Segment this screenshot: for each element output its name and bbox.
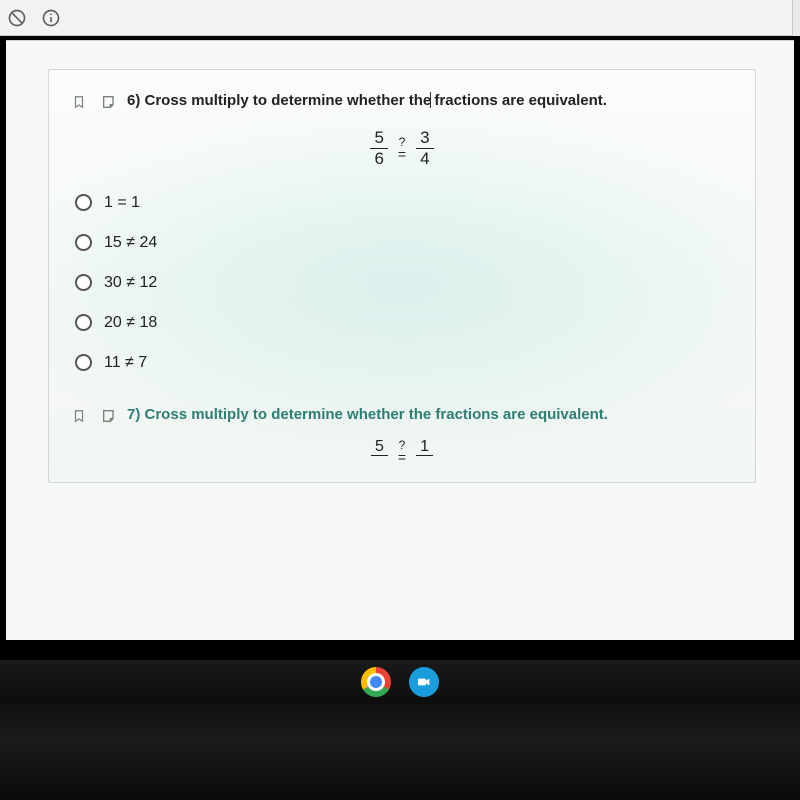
note-icon[interactable] bbox=[101, 93, 117, 111]
question-panel: 6) Cross multiply to determine whether t… bbox=[48, 69, 756, 483]
question-6-prompt-b: fractions are equivalent. bbox=[430, 92, 607, 109]
question-7-header: 7) Cross multiply to determine whether t… bbox=[71, 406, 733, 425]
block-icon[interactable] bbox=[6, 7, 28, 29]
question-6-text: 6) Cross multiply to determine whether t… bbox=[127, 92, 607, 109]
bookmark-icon[interactable] bbox=[71, 407, 87, 425]
question-6-tools bbox=[71, 93, 117, 111]
option-1[interactable]: 1 = 1 bbox=[75, 194, 733, 212]
relation-equals: = bbox=[398, 147, 406, 161]
question-6-number: 6) bbox=[127, 92, 140, 109]
fraction-right-num: 3 bbox=[416, 129, 433, 149]
question-7-text: 7) Cross multiply to determine whether t… bbox=[127, 406, 608, 423]
question-6-options: 1 = 1 15 ≠ 24 30 ≠ 12 20 ≠ 18 11 ≠ 7 bbox=[75, 194, 733, 372]
video-call-icon[interactable] bbox=[409, 667, 439, 697]
question-6-equation: 5 6 ? = 3 4 bbox=[71, 129, 733, 168]
browser-toolbar bbox=[0, 0, 800, 36]
question-6-prompt-a: Cross multiply to determine whether th bbox=[145, 92, 423, 109]
radio-icon[interactable] bbox=[75, 234, 92, 251]
fraction-left: 5 6 bbox=[370, 129, 387, 168]
option-1-label: 1 = 1 bbox=[104, 194, 140, 212]
fraction7-left: 5 bbox=[371, 439, 388, 457]
question-7-prompt: Cross multiply to determine whether the … bbox=[145, 406, 608, 423]
fraction7-right: 1 bbox=[416, 439, 433, 457]
option-3[interactable]: 30 ≠ 12 bbox=[75, 274, 733, 292]
question-6-header: 6) Cross multiply to determine whether t… bbox=[71, 92, 733, 111]
fraction-right-den: 4 bbox=[416, 149, 433, 168]
fraction7-right-num: 1 bbox=[416, 439, 433, 457]
option-5-label: 11 ≠ 7 bbox=[104, 354, 147, 372]
option-4-label: 20 ≠ 18 bbox=[104, 314, 157, 332]
fraction7-left-num: 5 bbox=[371, 439, 388, 457]
question-7-equation: 5 ? = 1 bbox=[71, 439, 733, 464]
toolbar-right-edge bbox=[792, 0, 800, 36]
relation7-symbol: ? = bbox=[398, 439, 406, 464]
relation7-equals: = bbox=[398, 450, 406, 464]
option-2[interactable]: 15 ≠ 24 bbox=[75, 234, 733, 252]
laptop-bezel bbox=[0, 704, 800, 800]
radio-icon[interactable] bbox=[75, 314, 92, 331]
relation-symbol: ? = bbox=[398, 136, 406, 161]
radio-icon[interactable] bbox=[75, 274, 92, 291]
radio-icon[interactable] bbox=[75, 194, 92, 211]
fraction-left-num: 5 bbox=[370, 129, 387, 149]
question-divider bbox=[71, 378, 733, 406]
option-4[interactable]: 20 ≠ 18 bbox=[75, 314, 733, 332]
option-2-label: 15 ≠ 24 bbox=[104, 234, 157, 252]
question-7-tools bbox=[71, 407, 117, 425]
os-shelf bbox=[0, 660, 800, 704]
note-icon[interactable] bbox=[101, 407, 117, 425]
info-icon[interactable] bbox=[40, 7, 62, 29]
option-3-label: 30 ≠ 12 bbox=[104, 274, 157, 292]
fraction-left-den: 6 bbox=[370, 149, 387, 168]
fraction-right: 3 4 bbox=[416, 129, 433, 168]
bookmark-icon[interactable] bbox=[71, 93, 87, 111]
option-5[interactable]: 11 ≠ 7 bbox=[75, 354, 733, 372]
page-area: 6) Cross multiply to determine whether t… bbox=[6, 40, 794, 640]
radio-icon[interactable] bbox=[75, 354, 92, 371]
question-7-number: 7) bbox=[127, 406, 140, 423]
chrome-icon[interactable] bbox=[361, 667, 391, 697]
